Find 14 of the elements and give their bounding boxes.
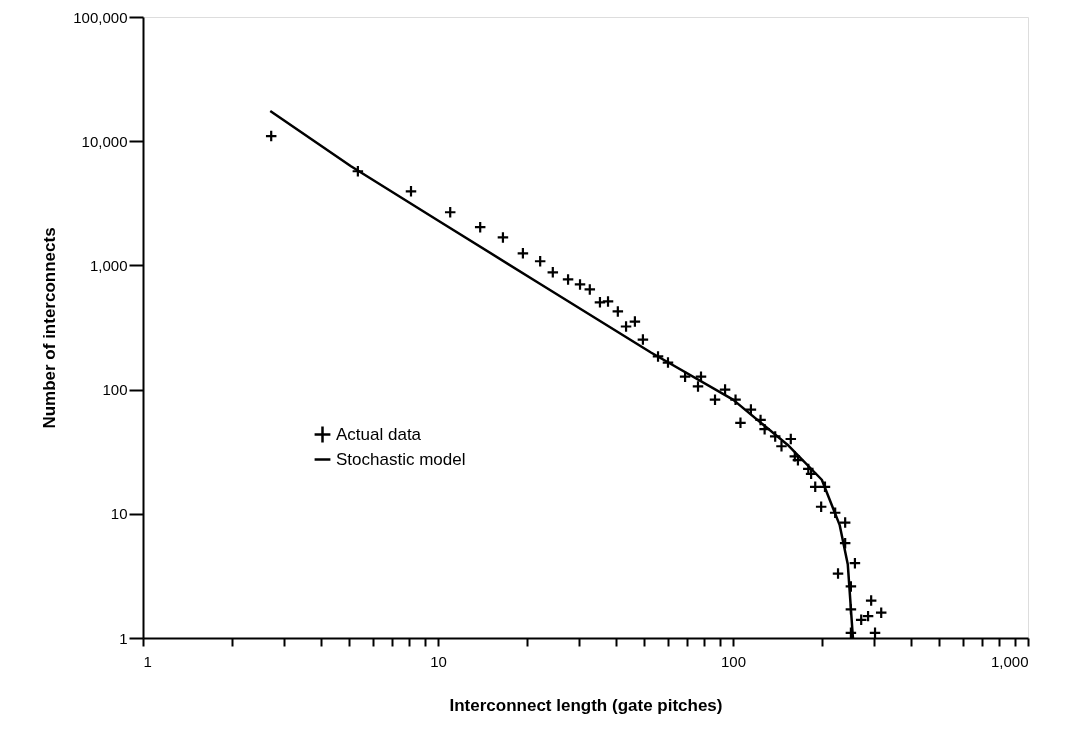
y-tick-label: 10 xyxy=(110,505,128,523)
x-tick-label: 1 xyxy=(143,652,152,670)
y-axis-title: Number of interconnects xyxy=(40,227,60,429)
y-tick-label: 100,000 xyxy=(73,8,128,26)
y-tick-label: 1 xyxy=(119,629,128,647)
legend-label: Actual data xyxy=(336,424,422,444)
legend-label: Stochastic model xyxy=(336,449,466,469)
y-tick-label: 100 xyxy=(102,381,128,399)
x-tick-label: 1,000 xyxy=(990,652,1029,670)
x-tick-label: 10 xyxy=(430,652,447,670)
x-axis-title: Interconnect length (gate pitches) xyxy=(449,695,723,715)
x-tick-label: 100 xyxy=(720,652,747,670)
y-tick-label: 1,000 xyxy=(89,256,128,274)
y-tick-label: 10,000 xyxy=(81,132,128,150)
